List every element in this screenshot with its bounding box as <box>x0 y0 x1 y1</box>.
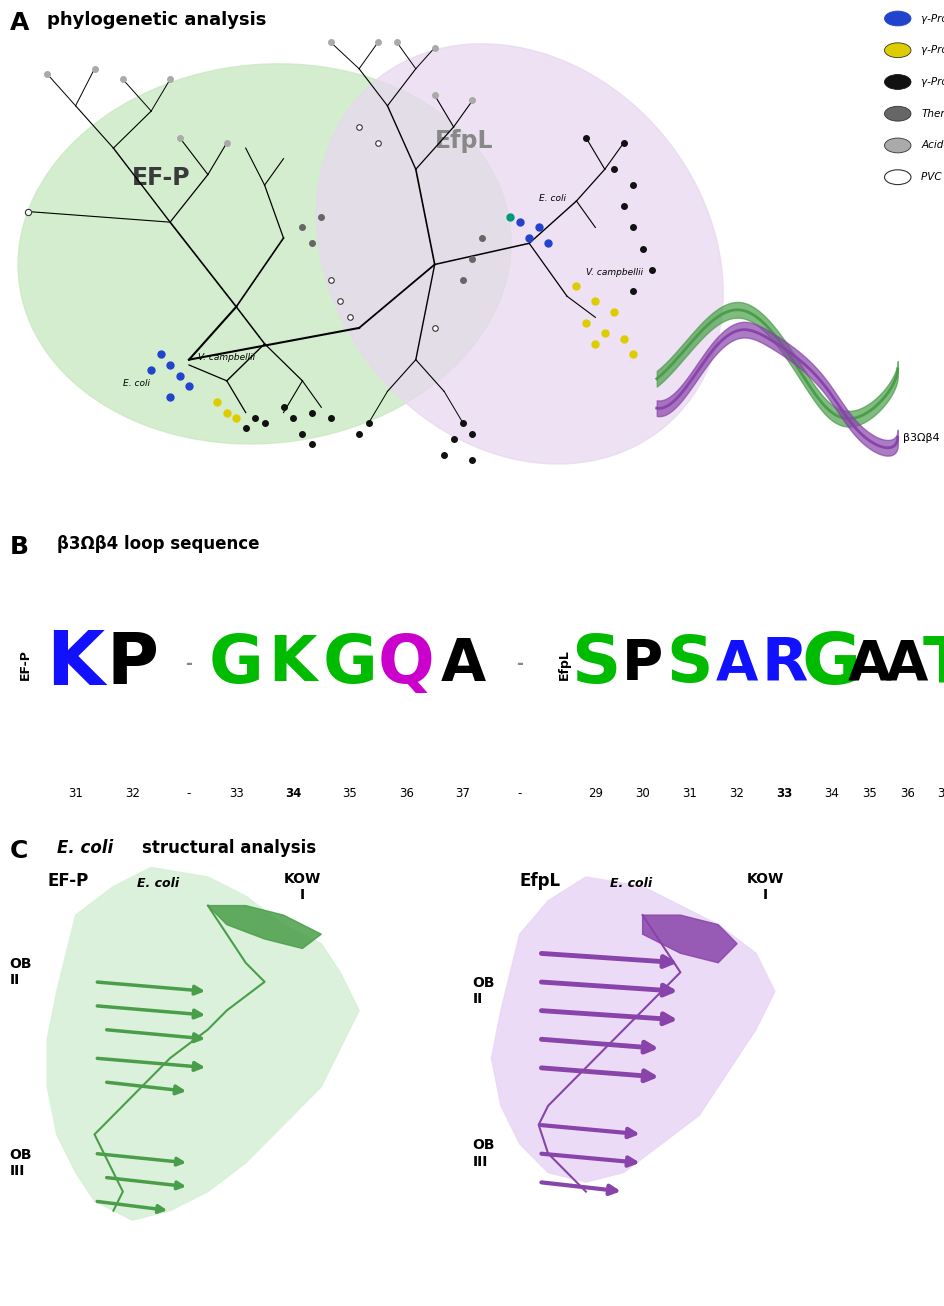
Text: -: - <box>187 786 191 799</box>
Text: A: A <box>440 636 485 692</box>
Text: Acidobacteria: Acidobacteria <box>920 141 944 150</box>
Circle shape <box>884 74 910 89</box>
Text: G: G <box>322 631 377 697</box>
Circle shape <box>884 12 910 26</box>
Text: S: S <box>666 633 713 695</box>
Text: β3Ωβ4 loop: β3Ωβ4 loop <box>902 432 944 443</box>
Text: -: - <box>515 656 523 673</box>
Text: KOW
I: KOW I <box>746 872 784 902</box>
Text: OB
III: OB III <box>9 1148 32 1178</box>
Text: A: A <box>9 10 29 34</box>
Text: A: A <box>885 637 927 691</box>
Text: V. campbellii: V. campbellii <box>585 268 642 277</box>
Text: OB
II: OB II <box>9 957 32 987</box>
Polygon shape <box>491 878 774 1182</box>
Text: G: G <box>209 631 263 697</box>
Polygon shape <box>642 916 736 963</box>
Text: KOW
I: KOW I <box>283 872 321 902</box>
Text: PVC group: PVC group <box>920 172 944 183</box>
Text: E. coli: E. coli <box>123 379 150 388</box>
Text: 37: 37 <box>936 786 944 799</box>
Ellipse shape <box>18 64 511 444</box>
Text: 31: 31 <box>68 786 83 799</box>
Text: 36: 36 <box>899 786 914 799</box>
Text: B: B <box>9 535 28 559</box>
Text: Thermodesulfobacteriota: Thermodesulfobacteriota <box>920 108 944 119</box>
Text: 30: 30 <box>634 786 649 799</box>
Text: C: C <box>9 838 27 863</box>
Text: A: A <box>716 637 757 691</box>
Text: 33: 33 <box>775 786 792 799</box>
Polygon shape <box>208 905 321 948</box>
Text: P: P <box>107 629 158 699</box>
Text: 32: 32 <box>125 786 140 799</box>
Text: G: G <box>801 629 860 699</box>
Text: -: - <box>517 786 521 799</box>
Text: β3Ωβ4 loop sequence: β3Ωβ4 loop sequence <box>57 535 259 552</box>
Text: 36: 36 <box>398 786 413 799</box>
Text: γ-Proteobacteria (Enterobacterales): γ-Proteobacteria (Enterobacterales) <box>920 13 944 24</box>
Text: E. coli: E. coli <box>57 838 113 857</box>
Text: Q: Q <box>378 631 434 697</box>
Text: S: S <box>570 631 619 697</box>
Text: OB
II: OB II <box>472 977 495 1007</box>
Text: 35: 35 <box>342 786 357 799</box>
Text: P: P <box>621 637 663 691</box>
Text: EfpL: EfpL <box>519 872 561 891</box>
Text: 35: 35 <box>861 786 876 799</box>
Text: EfpL: EfpL <box>434 129 493 153</box>
Text: E. coli: E. coli <box>137 878 179 889</box>
Text: E. coli: E. coli <box>609 878 651 889</box>
Text: T: T <box>922 633 944 695</box>
Text: A: A <box>847 637 890 691</box>
Text: structural analysis: structural analysis <box>142 838 315 857</box>
Text: -: - <box>185 656 193 673</box>
Text: R: R <box>760 635 807 693</box>
Circle shape <box>884 43 910 57</box>
Ellipse shape <box>316 44 722 464</box>
Text: 29: 29 <box>587 786 602 799</box>
Text: 33: 33 <box>228 786 244 799</box>
Text: EF-P: EF-P <box>132 166 191 191</box>
Circle shape <box>884 106 910 121</box>
Text: EF-P: EF-P <box>19 649 32 679</box>
Text: K: K <box>268 635 317 693</box>
Text: EF-P: EF-P <box>47 872 89 891</box>
Text: E. coli: E. coli <box>538 195 565 202</box>
Text: EfpL: EfpL <box>557 649 570 679</box>
Text: 34: 34 <box>284 786 301 799</box>
Text: K: K <box>46 628 105 700</box>
Text: V. campbellii: V. campbellii <box>198 353 255 362</box>
Text: OB
III: OB III <box>472 1139 495 1169</box>
Text: γ-Proteobacteria (others): γ-Proteobacteria (others) <box>920 77 944 88</box>
Polygon shape <box>47 867 359 1220</box>
Circle shape <box>884 170 910 184</box>
Text: 34: 34 <box>823 786 838 799</box>
Text: 37: 37 <box>455 786 470 799</box>
Text: γ-Proteobacteria (Vibrionales): γ-Proteobacteria (Vibrionales) <box>920 46 944 55</box>
Text: phylogenetic analysis: phylogenetic analysis <box>47 10 266 29</box>
Circle shape <box>884 138 910 153</box>
Text: 32: 32 <box>729 786 744 799</box>
Text: 31: 31 <box>682 786 697 799</box>
